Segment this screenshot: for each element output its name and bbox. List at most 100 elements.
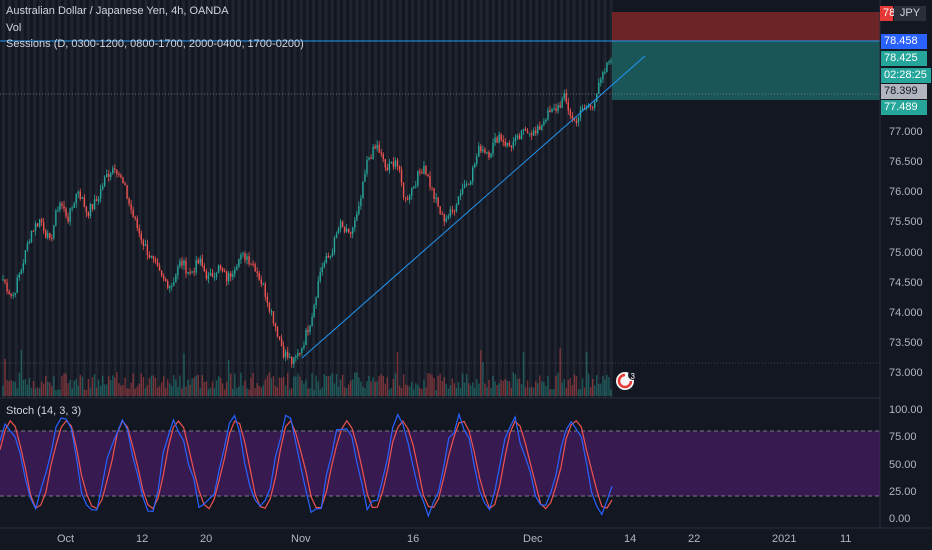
volume-legend[interactable]: Vol [6,22,22,34]
session-stripe [547,0,551,398]
event-icon [617,373,633,389]
candle-body [392,161,395,167]
volume-bar [47,381,49,396]
stoch-legend[interactable]: Stoch (14, 3, 3) [6,405,82,417]
candle-body [431,187,433,189]
candle-body [482,149,484,152]
session-stripe [144,0,148,398]
candle-body [128,198,130,204]
candle-body [541,124,543,130]
volume-bar [89,388,92,396]
candle-body [67,216,69,222]
sessions-legend[interactable]: Sessions (D, 0300-1200, 0800-1700, 2000-… [6,38,304,50]
volume-bar [252,372,254,396]
volume-bar [59,389,61,396]
volume-bar [289,389,291,396]
symbol-title[interactable]: Australian Dollar / Japanese Yen, 4h, OA… [6,5,229,17]
candle-body [286,351,289,358]
candle-body [459,193,462,197]
volume-bar [303,383,305,396]
volume-bar [213,388,216,396]
volume-bar [494,381,496,396]
session-stripe [454,0,458,398]
session-stripe [566,0,570,398]
volume-bar [510,387,513,396]
volume-bar [10,379,12,396]
candle-body [498,134,500,143]
candle-body [553,108,555,110]
candle-body [211,272,214,278]
candle-body [142,240,145,246]
candle-body [81,197,84,199]
candle-body [315,297,317,306]
volume-bar [378,376,380,396]
volume-bar [392,378,395,396]
candle-body [382,154,384,160]
volume-bar [270,378,273,396]
volume-bar [120,385,122,396]
volume-bar [388,389,391,396]
time-tick: 2021 [772,533,796,545]
volume-bar [258,385,260,396]
candle-body [12,294,14,296]
volume-bar [500,379,502,396]
volume-bar [484,383,486,396]
volume-bar [472,382,474,396]
event-count: 3 [631,372,636,381]
volume-bar [16,388,18,396]
candle-body [189,272,191,274]
event-marker[interactable]: 3 [616,370,638,390]
session-stripe [516,0,520,398]
volume-bar [398,385,401,396]
top-cut-tag: 78 [880,6,895,21]
price-tick: 74.500 [889,277,923,289]
candle-body [545,119,547,122]
volume-bar [73,380,75,396]
candle-body [103,177,106,187]
candle-body [49,233,51,239]
candle-body [602,72,604,80]
candle-body [22,263,25,270]
candle-body [311,316,313,326]
session-stripe [33,0,37,398]
candle-body [496,137,498,143]
volume-bar [6,380,8,396]
volume-bar [230,373,232,396]
volume-bar [148,378,151,396]
volume-bar [49,382,51,396]
candle-body [213,277,216,279]
volume-bar [406,385,409,396]
candle-body [494,137,496,143]
candle-body [169,286,171,289]
candle-body [14,292,16,295]
candle-body [4,279,6,283]
candle-body [228,273,230,282]
session-stripe [336,0,340,398]
volume-bar [136,386,138,396]
volume-bar [384,383,386,396]
candle-body [260,279,262,285]
candle-body [549,110,551,113]
volume-bar [81,376,84,396]
volume-bar [272,376,275,396]
currency-button[interactable]: JPY [894,6,926,21]
volume-bar [610,389,612,396]
candle-body [569,110,572,116]
price-tick: 74.000 [889,307,923,319]
candle-body [331,252,334,257]
candle-body [317,280,319,298]
volume-bar [423,379,425,396]
trend-line[interactable] [301,55,646,359]
candle-body [266,296,269,303]
volume-bar [116,372,118,396]
session-stripe [485,0,489,398]
volume-bar [146,385,149,396]
candle-body [293,357,295,365]
session-stripe [572,0,576,398]
session-stripe [219,0,223,398]
session-stripe [510,0,514,398]
volume-bar [315,375,317,396]
price-axis-labels: 77.000 76.500 76.000 75.500 75.000 74.50… [889,126,923,379]
price-tick: 73.000 [889,367,923,379]
